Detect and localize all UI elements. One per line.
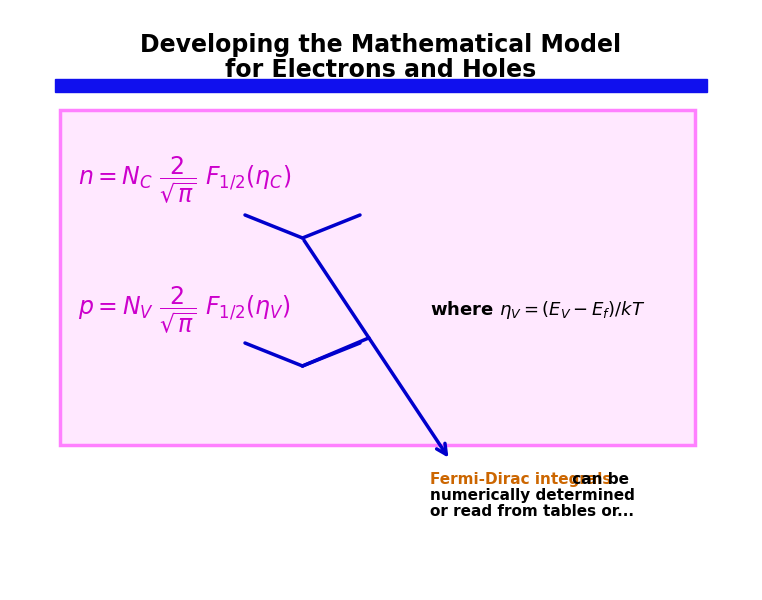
Text: where $\eta_V = (E_V - E_f)/kT$: where $\eta_V = (E_V - E_f)/kT$ (430, 299, 645, 321)
Text: for Electrons and Holes: for Electrons and Holes (226, 58, 536, 82)
Text: Developing the Mathematical Model: Developing the Mathematical Model (140, 33, 622, 57)
Text: $p = N_V\ \dfrac{2}{\sqrt{\pi}}\ F_{1/2}(\eta_V)$: $p = N_V\ \dfrac{2}{\sqrt{\pi}}\ F_{1/2}… (78, 284, 291, 336)
Text: $n = N_C\ \dfrac{2}{\sqrt{\pi}}\ F_{1/2}(\eta_C)$: $n = N_C\ \dfrac{2}{\sqrt{\pi}}\ F_{1/2}… (78, 154, 291, 206)
FancyBboxPatch shape (60, 110, 695, 445)
Text: Fermi-Dirac integrals: Fermi-Dirac integrals (430, 472, 611, 487)
Text: can be: can be (567, 472, 629, 487)
Text: or read from tables or...: or read from tables or... (430, 504, 634, 519)
Text: numerically determined: numerically determined (430, 488, 635, 503)
Bar (55, 79, 707, 92)
